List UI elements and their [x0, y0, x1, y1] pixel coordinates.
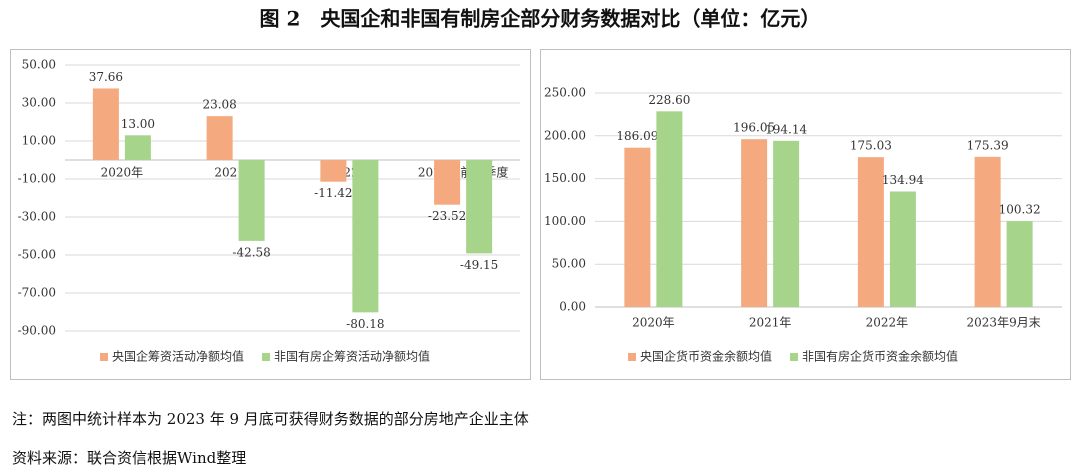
source-note: 资料来源：联合资信根据Wind整理	[12, 449, 246, 467]
y-tick-label: 30.00	[22, 96, 56, 110]
value-label: 134.94	[882, 173, 924, 187]
bar	[124, 135, 151, 160]
y-tick-label: 150.00	[544, 171, 586, 185]
bar	[352, 160, 379, 313]
legend-swatch	[100, 353, 108, 361]
bar	[773, 140, 800, 307]
value-label: 196.05	[733, 121, 775, 135]
value-label: 100.32	[999, 203, 1041, 217]
bar	[974, 156, 1001, 307]
x-tick-label: 2023年9月末	[967, 316, 1041, 330]
value-label: 186.09	[616, 129, 658, 143]
bar	[1006, 221, 1033, 307]
legend-swatch	[262, 353, 270, 361]
value-label: 13.00	[121, 117, 155, 131]
page-title: 图 2 央国企和非国有制房企部分财务数据对比（单位：亿元）	[260, 7, 821, 31]
bar	[656, 111, 683, 308]
x-tick-label: 2020年	[101, 166, 144, 180]
y-tick-label: 10.00	[22, 134, 56, 148]
panel-frame	[540, 49, 1071, 380]
y-tick-label: 250.00	[544, 86, 586, 100]
value-label: 175.03	[850, 139, 892, 153]
y-tick-label: -70.00	[18, 286, 56, 300]
note: 注：两图中统计样本为 2023 年 9 月底可获得财务数据的部分房地产企业主体	[12, 410, 529, 428]
value-label: 37.66	[89, 70, 123, 84]
x-tick-label: 2021年	[749, 316, 792, 330]
value-label: 175.39	[967, 138, 1009, 152]
y-tick-label: 50.00	[22, 58, 56, 72]
bar	[857, 157, 884, 307]
legend-swatch	[628, 353, 636, 361]
legend-label: 非国有房企货币资金余额均值	[802, 349, 958, 364]
bar	[624, 147, 651, 307]
bar	[238, 160, 265, 241]
panel-frame	[10, 49, 531, 380]
y-tick-label: 200.00	[544, 128, 586, 142]
x-tick-label: 2020年	[632, 316, 675, 330]
legend-swatch	[790, 353, 798, 361]
value-label: -49.15	[460, 258, 498, 272]
x-tick-label: 2023年前三季度	[418, 165, 509, 180]
value-label: -23.52	[428, 209, 466, 223]
y-tick-label: 0.00	[559, 300, 586, 314]
bar	[92, 88, 119, 160]
value-label: 23.08	[202, 98, 236, 112]
value-label: -80.18	[346, 317, 384, 331]
value-label: -42.58	[232, 245, 270, 259]
bar	[206, 116, 233, 160]
y-tick-label: -90.00	[18, 324, 56, 338]
y-tick-label: -50.00	[18, 248, 56, 262]
y-tick-label: 50.00	[552, 257, 586, 271]
bar	[741, 139, 768, 307]
y-tick-label: 100.00	[544, 214, 586, 228]
y-tick-label: -30.00	[18, 210, 56, 224]
legend-label: 央国企筹资活动净额均值	[112, 349, 244, 364]
bar	[434, 160, 461, 205]
value-label: -11.42	[314, 186, 352, 200]
y-tick-label: -10.00	[18, 172, 56, 186]
x-tick-label: 2022年	[866, 316, 909, 330]
bar	[466, 160, 493, 254]
bar	[320, 160, 347, 182]
legend-label: 央国企货币资金余额均值	[640, 349, 772, 364]
legend-label: 非国有房企筹资活动净额均值	[274, 349, 430, 364]
value-label: 228.60	[648, 93, 690, 107]
bar	[889, 191, 916, 307]
value-label: 194.14	[765, 122, 807, 136]
